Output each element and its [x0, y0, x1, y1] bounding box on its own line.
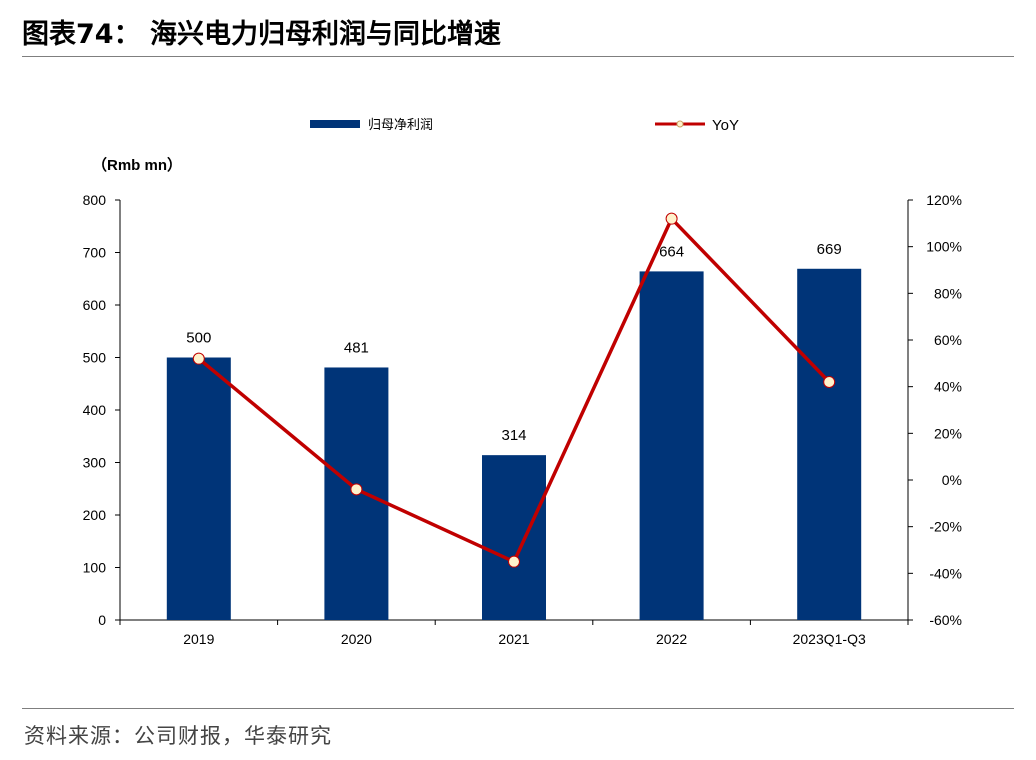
axes: 0 100 200 300 400 500 600 700 800 -60% -40% -20% 0% 2… — [83, 192, 962, 647]
y-tick-label-right: 120% — [926, 192, 962, 208]
x-tick-label: 2020 — [341, 631, 372, 647]
title-divider — [22, 56, 1014, 57]
bar-series — [166, 268, 862, 620]
bar-value-label: 500 — [186, 330, 211, 347]
yoy-point — [192, 352, 205, 365]
y-tick-label-right: 60% — [934, 332, 962, 348]
x-tick-label: 2021 — [498, 631, 529, 647]
y-tick-label-left: 400 — [83, 402, 107, 418]
figure-title: 图表74： 海兴电力归母利润与同比增速 — [22, 19, 501, 50]
bar — [166, 357, 231, 620]
x-tick-label: 2023Q1-Q3 — [793, 631, 866, 647]
legend-label-bar: 归母净利润 — [368, 117, 433, 132]
bar — [797, 268, 862, 620]
y-tick-label-right: 40% — [934, 379, 962, 395]
legend: 归母净利润 YoY — [310, 117, 739, 134]
y-tick-label-left: 300 — [83, 455, 107, 471]
yoy-point — [350, 483, 363, 496]
y-tick-label-right: -60% — [929, 612, 962, 628]
y-tick-label-right: 20% — [934, 425, 962, 441]
y-tick-label-right: 80% — [934, 285, 962, 301]
bar-value-label: 481 — [344, 339, 369, 356]
y-tick-label-left: 600 — [83, 297, 107, 313]
y-tick-label-right: -40% — [929, 565, 962, 581]
yoy-point — [508, 555, 520, 568]
x-tick-label: 2019 — [183, 631, 214, 647]
bar — [639, 271, 704, 620]
source-note: 资料来源：公司财报，华泰研究 — [24, 724, 332, 748]
y-tick-label-left: 0 — [98, 612, 106, 628]
bar-value-label: 669 — [817, 241, 842, 258]
y-tick-label-left: 100 — [83, 560, 107, 576]
y-tick-label-left: 200 — [83, 507, 107, 523]
legend-swatch-marker — [676, 120, 684, 128]
bar-value-label: 314 — [501, 427, 526, 444]
y-axis-unit-label: （Rmb mn） — [92, 156, 182, 174]
legend-swatch-bar — [310, 120, 360, 128]
y-tick-label-left: 500 — [83, 350, 107, 366]
bar-value-label: 664 — [659, 243, 684, 260]
legend-label-line: YoY — [712, 117, 739, 134]
y-tick-label-left: 800 — [83, 192, 107, 208]
bar — [482, 455, 546, 620]
bar-data-labels: 500 481 314 664 669 — [186, 241, 841, 444]
yoy-point — [665, 212, 678, 225]
x-tick-label: 2022 — [656, 631, 687, 647]
y-tick-label-right: 0% — [942, 472, 962, 488]
y-tick-label-right: -20% — [929, 519, 962, 535]
yoy-point — [823, 376, 836, 388]
footer-divider — [22, 708, 1014, 709]
y-tick-label-left: 700 — [83, 245, 107, 261]
yoy-series — [192, 212, 836, 568]
y-tick-label-right: 100% — [926, 239, 962, 255]
